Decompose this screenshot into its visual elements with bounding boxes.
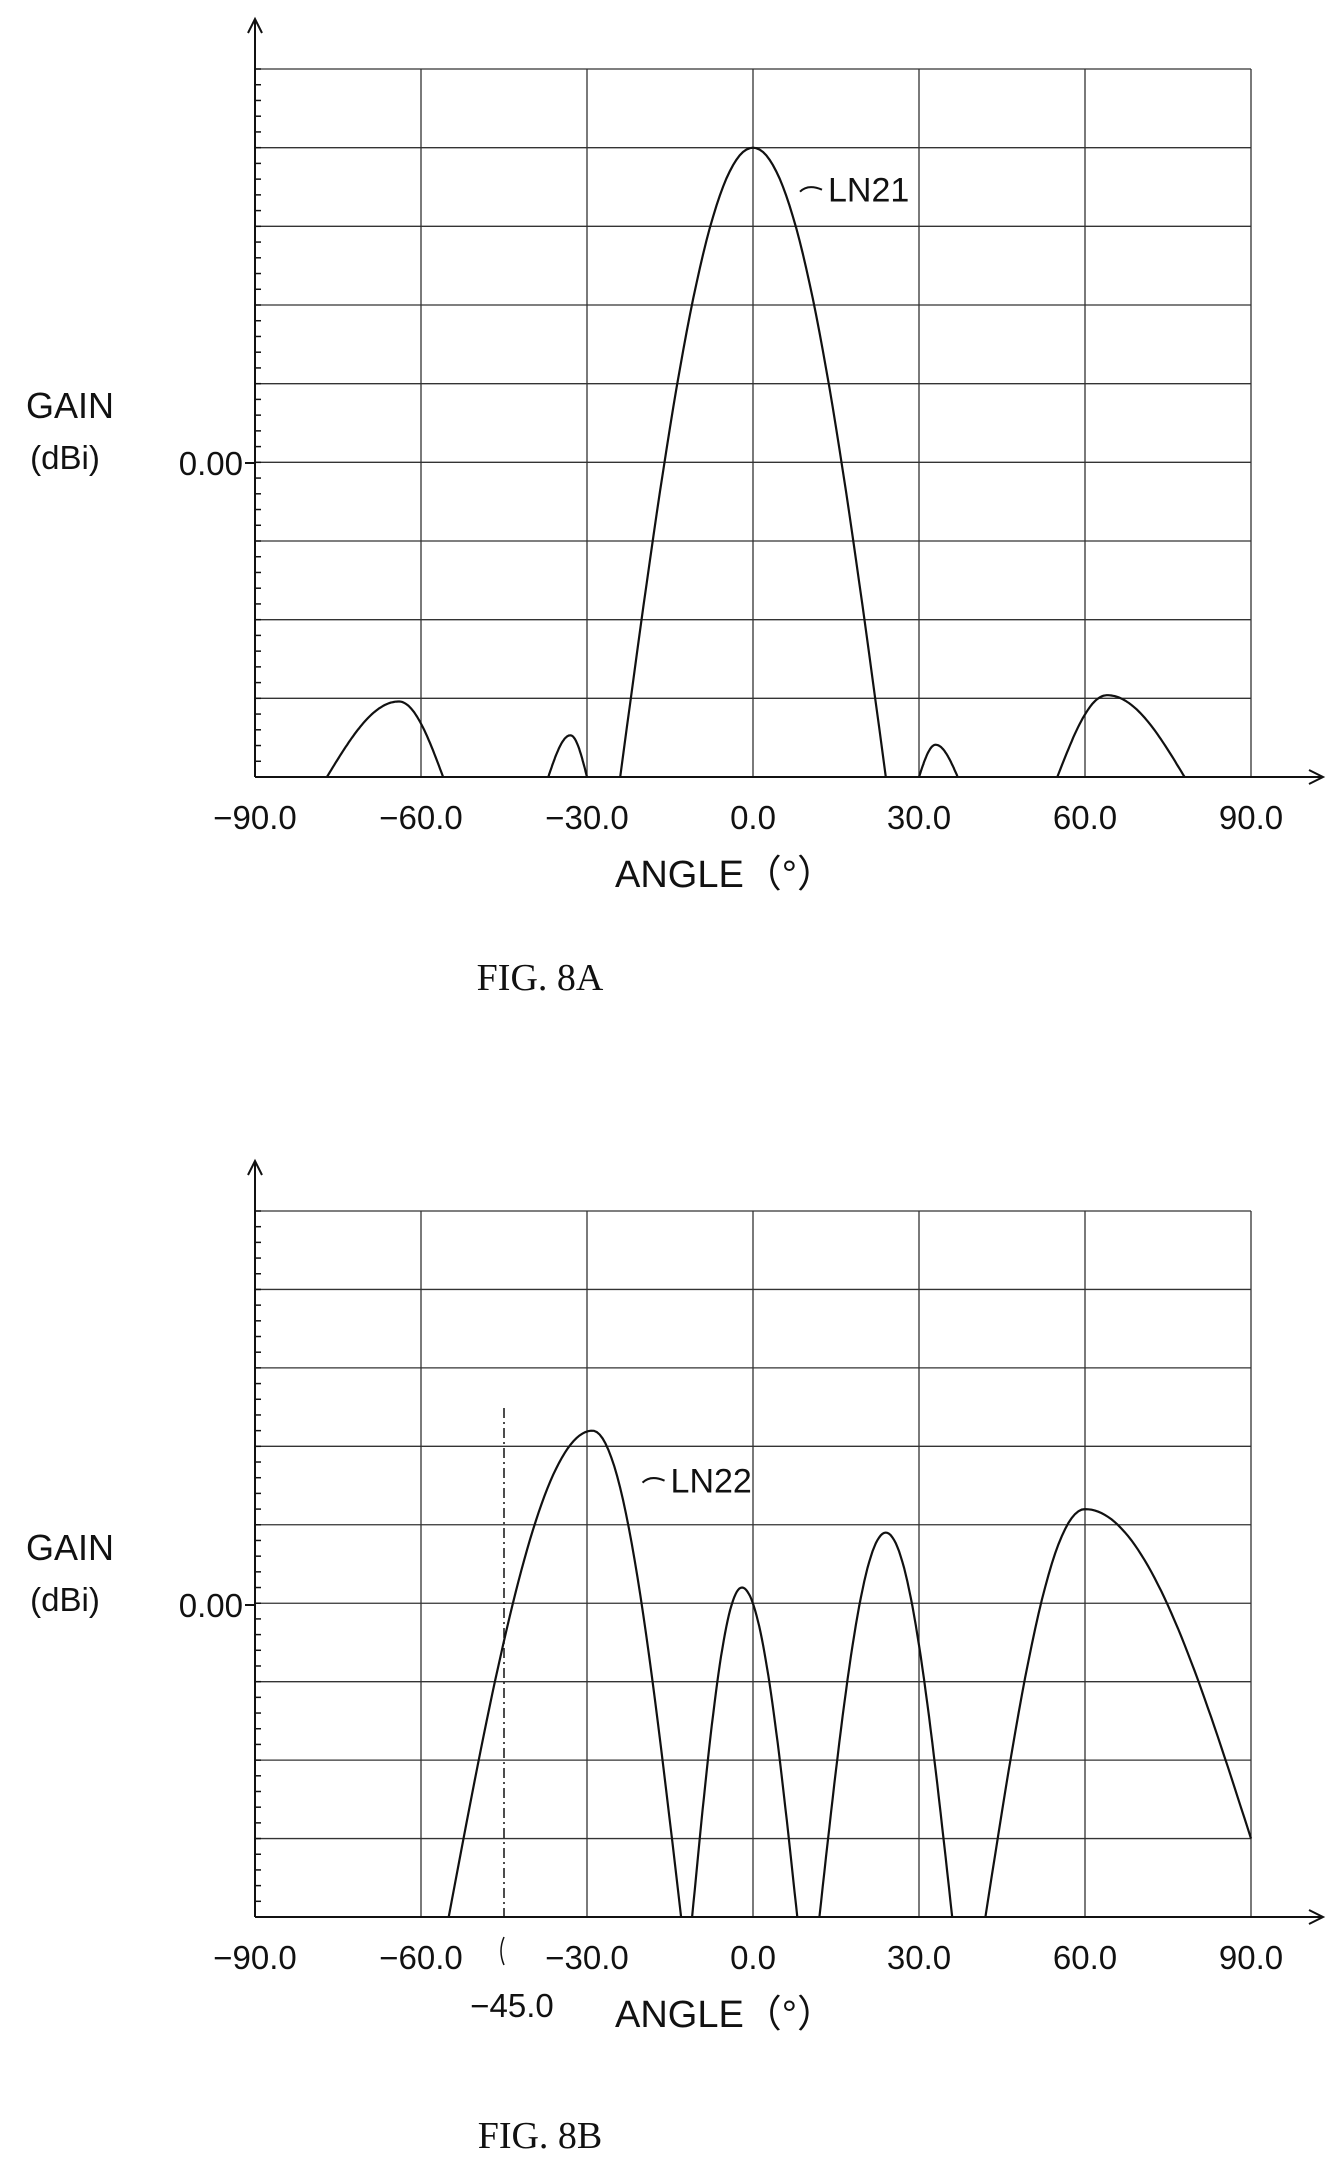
grid [255, 68, 1252, 777]
x-tick-label: −30.0 [545, 799, 629, 836]
x-tick-label: 0.0 [730, 799, 776, 836]
x-tick-label: 0.0 [730, 1939, 776, 1976]
x-tick-label: −90.0 [213, 1939, 297, 1976]
y-tick-label: 0.00 [179, 1587, 243, 1624]
curve-lobe-ln22 [818, 1531, 954, 1918]
x-tick-label: −60.0 [379, 799, 463, 836]
annotation-leader [500, 1936, 505, 1966]
x-axis-arrow [1308, 769, 1326, 785]
x-tick-label: 60.0 [1053, 799, 1117, 836]
x-tick-label: 30.0 [887, 1939, 951, 1976]
y-axis-label-line2: (dBi) [30, 439, 100, 476]
curve-lobe-ln21 [1056, 694, 1186, 778]
curve-lobe-ln21 [917, 743, 959, 778]
y-axis-arrow [247, 1158, 263, 1176]
x-tick-label: −30.0 [545, 1939, 629, 1976]
y-axis-label-line2: (dBi) [30, 1581, 100, 1618]
x-axis-label: ANGLE（°） [615, 1994, 835, 2036]
x-tick-label: −90.0 [213, 799, 297, 836]
x-tick-label: 30.0 [887, 799, 951, 836]
chart-fig-8a: −90.0 −60.0 −30.0 0.0 30.0 60.0 90.0 0.00 GAIN (d… [26, 16, 1326, 999]
grid [255, 1210, 1252, 1917]
curve-lobe-ln22 [984, 1507, 1253, 1918]
x-tick-label: 90.0 [1219, 799, 1283, 836]
series-label: LN22 [671, 1463, 752, 1501]
curve-lobe-ln21 [547, 734, 589, 778]
y-axis-label-line1: GAIN [26, 1527, 114, 1568]
x-tick-label: 60.0 [1053, 1939, 1117, 1976]
y-tick-label: 0.00 [179, 445, 243, 482]
curve-lobe-ln22 [691, 1586, 799, 1918]
x-axis-arrow [1308, 1909, 1326, 1925]
x-tick-label: −60.0 [379, 1939, 463, 1976]
figure-caption: FIG. 8A [477, 957, 604, 999]
series-leader-line [641, 1477, 665, 1484]
figure-caption: FIG. 8B [478, 2115, 603, 2157]
curve-lobe-ln22 [447, 1429, 683, 1918]
curve-lobe-ln21 [619, 146, 887, 778]
y-axis-label-line1: GAIN [26, 385, 114, 426]
series-label: LN21 [828, 172, 909, 210]
chart-fig-8b: −90.0 −60.0 −30.0 0.0 30.0 60.0 90.0 0.00 GAIN (d… [26, 1158, 1326, 2157]
annotation-label: −45.0 [470, 1987, 554, 2024]
series-leader-line [799, 186, 823, 193]
y-axis-arrow [247, 16, 263, 34]
curve-lobe-ln21 [325, 700, 445, 778]
x-axis-label: ANGLE（°） [615, 854, 835, 896]
x-tick-label: 90.0 [1219, 1939, 1283, 1976]
